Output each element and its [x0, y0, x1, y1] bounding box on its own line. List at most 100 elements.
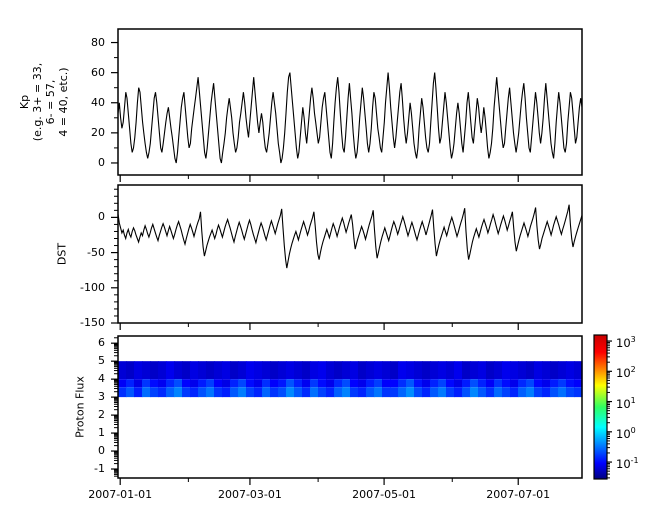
flux-cell: [190, 387, 199, 398]
flux-cell: [486, 379, 495, 388]
flux-cell: [238, 361, 247, 380]
flux-cell: [470, 361, 479, 380]
flux-cell: [182, 361, 191, 380]
flux-cell: [134, 361, 143, 380]
flux-cell: [142, 387, 151, 398]
flux-cell: [446, 379, 455, 388]
flux-cell: [222, 387, 231, 398]
flux-cell: [502, 387, 511, 398]
flux-cell: [366, 387, 375, 398]
flux-cell: [510, 379, 519, 388]
kp-panel-frame: [117, 28, 583, 176]
proton_flux-y-tick-label: 5: [98, 354, 105, 368]
flux-cell: [406, 361, 415, 380]
flux-cell: [294, 379, 303, 388]
proton_flux-y-tick-label: 1: [98, 426, 105, 440]
flux-cell: [358, 379, 367, 388]
kp-y-tick-label: 20: [91, 125, 105, 139]
flux-cell: [422, 387, 431, 398]
flux-cell: [134, 387, 143, 398]
flux-cell: [118, 361, 127, 380]
colorbar-tick-label: 103: [616, 335, 636, 350]
flux-cell: [214, 379, 223, 388]
flux-cell: [366, 379, 375, 388]
flux-cell: [278, 379, 287, 388]
flux-cell: [230, 387, 239, 398]
flux-cell: [366, 361, 375, 380]
dst-y-tick-label: -50: [87, 245, 105, 259]
flux-cell: [150, 361, 159, 380]
proton_flux-y-tick-label: 3: [98, 390, 105, 404]
flux-cell: [414, 361, 423, 380]
flux-cell: [574, 379, 583, 388]
flux-cell: [302, 387, 311, 398]
flux-cell: [534, 387, 543, 398]
flux-cell: [310, 379, 319, 388]
flux-cell: [206, 387, 215, 398]
dst-series-line: [117, 204, 583, 269]
flux-cell: [566, 379, 575, 388]
flux-cell: [278, 387, 287, 398]
flux-cell: [118, 379, 127, 388]
flux-cell: [174, 361, 183, 380]
flux-cell: [558, 379, 567, 388]
flux-cell: [182, 387, 191, 398]
flux-cell: [534, 379, 543, 388]
flux-cell: [166, 361, 175, 380]
flux-cell: [230, 361, 239, 380]
flux-cell: [406, 379, 415, 388]
flux-cell: [246, 379, 255, 388]
flux-cell: [166, 387, 175, 398]
flux-cell: [478, 361, 487, 380]
flux-cell: [398, 379, 407, 388]
flux-cell: [198, 379, 207, 388]
flux-cell: [262, 361, 271, 380]
flux-cell: [246, 361, 255, 380]
flux-cell: [518, 361, 527, 380]
flux-cell: [374, 387, 383, 398]
proton_flux-y-tick-label: 0: [98, 444, 105, 458]
flux-cell: [310, 387, 319, 398]
flux-cell: [222, 361, 231, 380]
flux-cell: [438, 387, 447, 398]
colorbar-tick-label: 102: [616, 365, 636, 381]
flux-cell: [566, 387, 575, 398]
flux-cell: [510, 387, 519, 398]
kp-y-tick-label: 60: [91, 65, 105, 79]
flux-cell: [166, 379, 175, 388]
flux-cell: [214, 387, 223, 398]
flux-cell: [526, 361, 535, 380]
flux-cell: [142, 379, 151, 388]
flux-cell: [318, 361, 327, 380]
flux-cell: [198, 361, 207, 380]
flux-cell: [334, 361, 343, 380]
flux-cell: [534, 361, 543, 380]
flux-cell: [542, 387, 551, 398]
flux-cell: [542, 361, 551, 380]
flux-cell: [574, 387, 583, 398]
flux-cell: [326, 379, 335, 388]
flux-cell: [126, 379, 135, 388]
flux-cell: [270, 361, 279, 380]
flux-cell: [422, 361, 431, 380]
flux-cell: [470, 379, 479, 388]
flux-cell: [302, 379, 311, 388]
flux-cell: [126, 361, 135, 380]
flux-cell: [478, 379, 487, 388]
flux-cell: [134, 379, 143, 388]
flux-cell: [454, 387, 463, 398]
flux-cell: [286, 379, 295, 388]
flux-cell: [238, 387, 247, 398]
kp-y-tick-label: 0: [98, 155, 105, 169]
proton_flux-y-tick-label: 4: [98, 372, 105, 386]
flux-cell: [342, 361, 351, 380]
flux-cell: [446, 387, 455, 398]
flux-cell: [374, 361, 383, 380]
flux-cell: [238, 379, 247, 388]
flux-cell: [158, 387, 167, 398]
flux-cell: [462, 387, 471, 398]
flux-cell: [342, 387, 351, 398]
flux-cell: [286, 387, 295, 398]
flux-cell: [150, 379, 159, 388]
